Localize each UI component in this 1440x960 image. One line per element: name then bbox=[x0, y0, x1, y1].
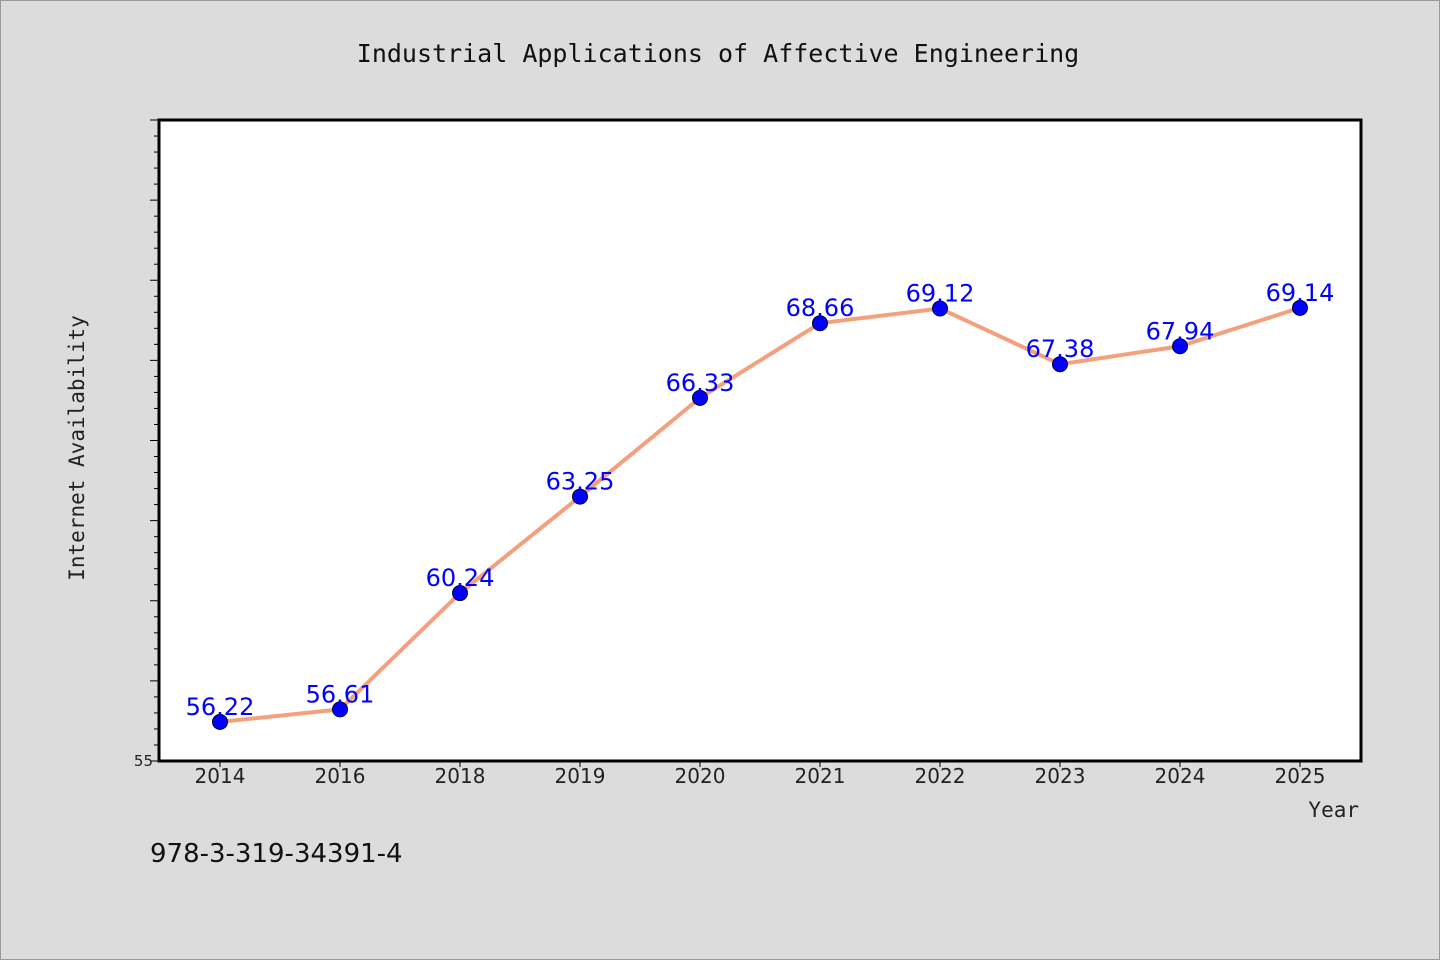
plot-area bbox=[159, 120, 1361, 761]
plot-border bbox=[157, 118, 1363, 763]
data-point bbox=[332, 701, 348, 718]
x-tick-label: 2019 bbox=[555, 764, 606, 788]
series-line bbox=[219, 305, 1301, 724]
data-label: 69.14 bbox=[1266, 279, 1335, 307]
x-tick-label: 2025 bbox=[1275, 764, 1326, 788]
data-label: 56.61 bbox=[306, 680, 375, 708]
x-tick-label: 2023 bbox=[1035, 764, 1086, 788]
data-point bbox=[572, 488, 588, 505]
y-axis-ticks: 55 bbox=[134, 119, 159, 770]
x-axis-label: Year bbox=[1308, 798, 1359, 822]
data-label: 66.33 bbox=[666, 369, 735, 397]
x-tick-label: 2016 bbox=[315, 764, 366, 788]
data-point bbox=[932, 300, 948, 317]
y-tick-label: 55 bbox=[134, 752, 153, 770]
data-label: 67.38 bbox=[1026, 335, 1095, 363]
x-tick-label: 2018 bbox=[435, 764, 486, 788]
isbn-footnote: 978-3-319-34391-4 bbox=[150, 839, 403, 869]
data-point bbox=[452, 585, 468, 602]
x-tick-label: 2024 bbox=[1155, 764, 1206, 788]
x-tick-label: 2022 bbox=[915, 764, 966, 788]
data-markers bbox=[212, 299, 1308, 730]
x-axis-ticks: 2014 2016 2018 2019 2020 2021 2022 2023 2024 2025 bbox=[195, 761, 1326, 788]
data-point bbox=[1292, 299, 1308, 316]
data-point bbox=[1172, 338, 1188, 355]
data-labels: 56.22 56.61 60.24 63.25 66.33 68.66 69.12 67.38… bbox=[186, 279, 1335, 721]
data-point bbox=[1052, 356, 1068, 373]
data-point bbox=[692, 389, 708, 406]
x-tick-label: 2021 bbox=[795, 764, 846, 788]
data-label: 63.25 bbox=[546, 468, 615, 496]
y-axis-label: Internet Availability bbox=[65, 315, 89, 581]
x-tick-label: 2020 bbox=[675, 764, 726, 788]
data-label: 56.22 bbox=[186, 693, 255, 721]
x-tick-label: 2014 bbox=[195, 764, 246, 788]
data-point bbox=[212, 713, 228, 730]
data-label: 68.66 bbox=[786, 294, 855, 322]
data-label: 67.94 bbox=[1146, 317, 1215, 345]
chart-title: Industrial Applications of Affective Eng… bbox=[357, 39, 1079, 68]
data-point bbox=[812, 315, 828, 332]
data-label: 69.12 bbox=[906, 279, 975, 307]
data-label: 60.24 bbox=[426, 564, 495, 592]
